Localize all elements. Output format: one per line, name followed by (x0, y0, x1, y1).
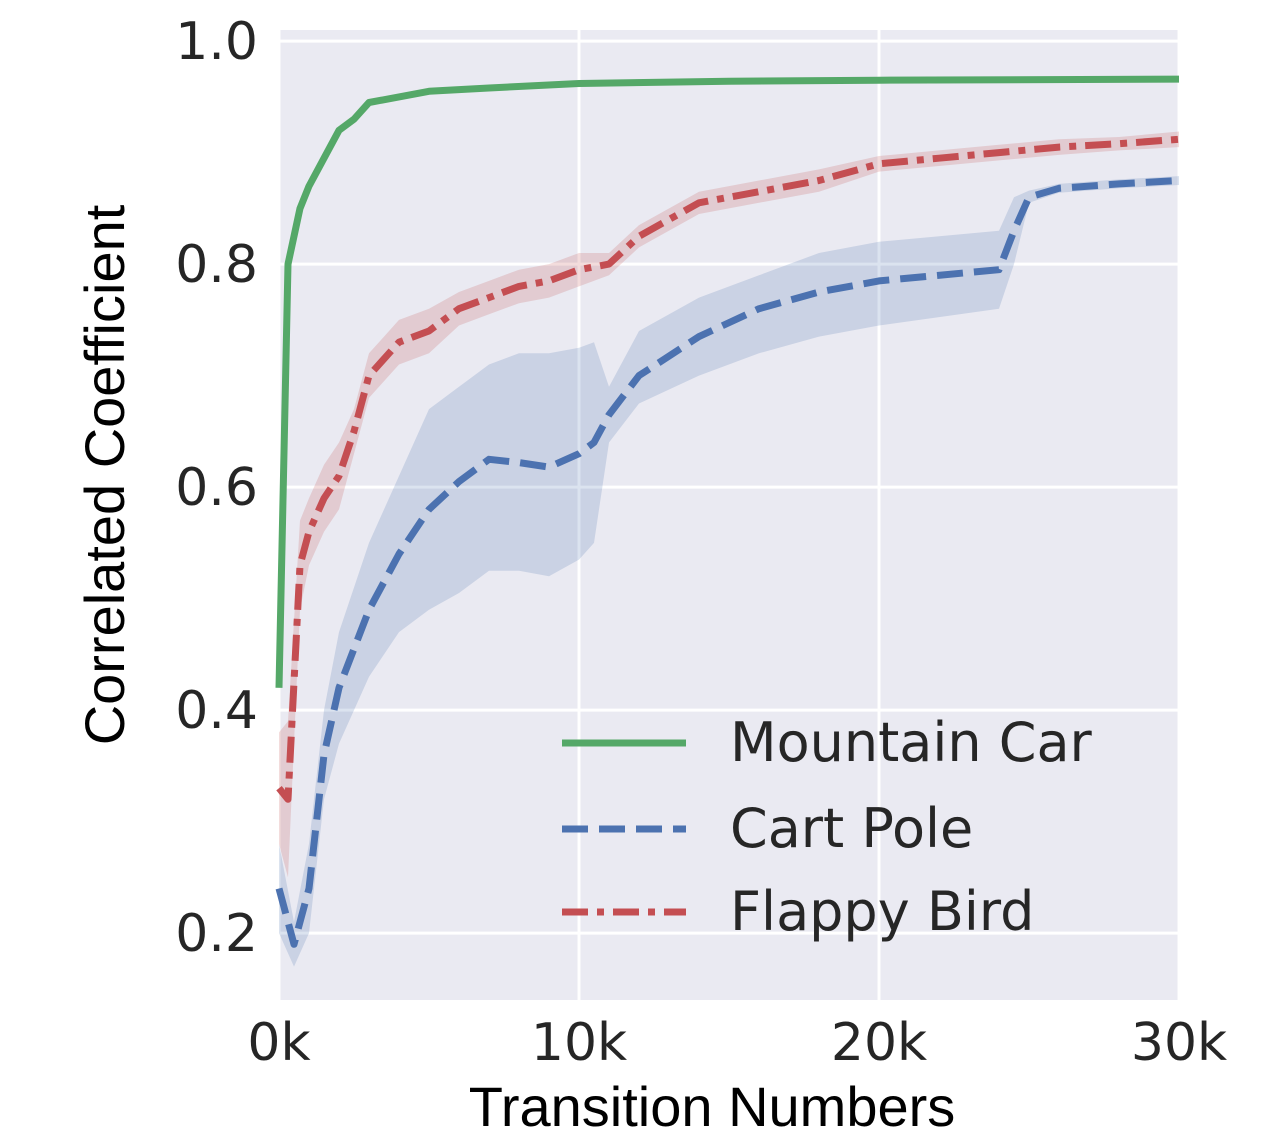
grid-layer (277, 30, 1181, 1000)
legend-label-flappy-bird: Flappy Bird (730, 880, 1034, 943)
x-tick-label: 0k (247, 1013, 310, 1073)
y-tick-label: 0.8 (175, 235, 258, 295)
x-axis-label: Transition Numbers (469, 1075, 956, 1138)
cart-pole-confidence-band (279, 176, 1179, 967)
x-tick-label: 20k (831, 1013, 927, 1073)
x-tick-label: 10k (531, 1013, 627, 1073)
plot-background (279, 30, 1179, 1000)
legend-label-cart-pole: Cart Pole (730, 797, 973, 860)
y-tick-label: 1.0 (175, 12, 258, 72)
y-tick-label: 0.6 (175, 458, 258, 518)
mountain-car-line (275, 75, 1180, 688)
flappy-bird-line (276, 135, 1180, 803)
legend-label-mountain-car: Mountain Car (730, 711, 1093, 774)
y-axis-label: Correlated Coefficient (73, 204, 136, 745)
cart-pole-line (275, 177, 1180, 948)
y-tick-label: 0.2 (175, 904, 258, 964)
y-tick-label: 0.4 (175, 681, 258, 741)
x-tick-label: 30k (1131, 1013, 1227, 1073)
series-lines (275, 75, 1180, 948)
tick-labels: 0k 10k 20k 30k 0.2 0.4 0.6 0.8 1.0 (175, 12, 1227, 1073)
confidence-bands (279, 131, 1179, 967)
legend: Mountain Car Cart Pole Flappy Bird (562, 711, 1093, 943)
